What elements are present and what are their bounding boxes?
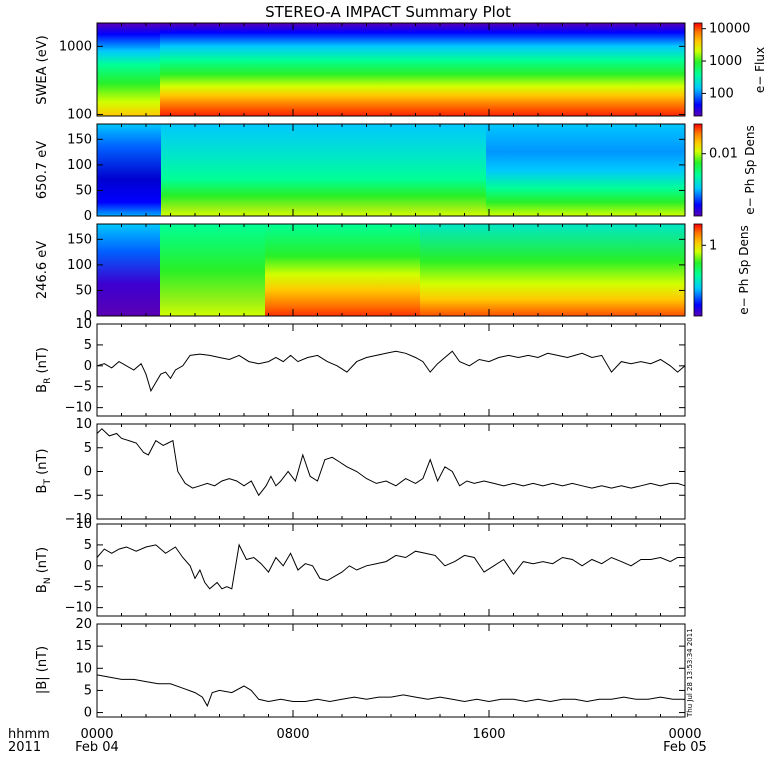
pad246-spectrogram-end bbox=[420, 224, 685, 316]
bt-ytick-label: 5 bbox=[84, 441, 92, 456]
pad246-colorbar-ticks: 1 bbox=[702, 238, 717, 253]
pad246-ytick-label: 100 bbox=[67, 258, 92, 273]
swea-colorbar-tick-label: 10000 bbox=[709, 22, 750, 37]
pad246-colorbar-label: e− Ph Sp Dens bbox=[737, 225, 751, 314]
pad650-ytick-label: 0 bbox=[84, 209, 92, 224]
bt-panel: −10 −5 0 5 10 BT (nT) bbox=[35, 417, 686, 527]
br-series-line bbox=[96, 350, 686, 393]
pad246-panel: 0 50 100 150 246.6 eV 1 e− Ph Sp Dens bbox=[35, 223, 751, 324]
pad650-y-axis: 0 50 100 150 bbox=[67, 124, 686, 224]
btot-series-line bbox=[96, 674, 685, 708]
swea-colorbar-label: e− Flux bbox=[753, 47, 767, 93]
swea-ytick-label: 1000 bbox=[59, 39, 92, 54]
bn-ytick-label: 0 bbox=[84, 559, 92, 574]
x-corner-label: hhmm bbox=[8, 727, 50, 742]
time-tick-label: 0800 bbox=[276, 727, 309, 742]
swea-colorbar-ticks: 100 1000 10000 bbox=[702, 22, 750, 101]
pad650-colorbar bbox=[693, 123, 703, 217]
pad246-ytick-label: 150 bbox=[67, 232, 92, 247]
br-panel: −10 −5 0 5 10 BR (nT) bbox=[35, 317, 686, 417]
pad650-colorbar-tick-label: 0.01 bbox=[709, 147, 738, 162]
br-ytick-label: 10 bbox=[75, 317, 92, 332]
bn-y-axis: −10 −5 0 5 10 bbox=[65, 517, 686, 616]
pad650-spectrogram-early bbox=[97, 124, 161, 216]
swea-panel: 100 1000 SWEA (eV) 100 1000 10000 e− Flux bbox=[35, 22, 767, 123]
pad650-ytick-label: 50 bbox=[75, 183, 92, 198]
pad246-colorbar-tick-label: 1 bbox=[709, 238, 717, 253]
bt-series-line bbox=[96, 428, 686, 497]
swea-spectrogram-pre bbox=[97, 23, 160, 116]
pad650-colorbar-ticks: 0.01 bbox=[702, 147, 738, 162]
pad246-y-axis: 0 50 100 150 bbox=[67, 224, 686, 324]
swea-colorbar-tick-label: 100 bbox=[709, 86, 734, 101]
time-tick-label: 1600 bbox=[472, 727, 505, 742]
pad650-ylabel: 650.7 eV bbox=[35, 141, 50, 199]
btot-y-axis: 0 5 10 15 20 bbox=[75, 617, 686, 721]
bn-series-line bbox=[96, 543, 685, 590]
bn-ylabel: BN (nT) bbox=[35, 547, 53, 593]
swea-spectrogram-post bbox=[160, 23, 685, 116]
bt-ytick-label: 0 bbox=[84, 465, 92, 480]
pad650-ytick-label: 150 bbox=[67, 132, 92, 147]
time-tick-label: 0000 bbox=[80, 727, 113, 742]
pad650-ytick-label: 100 bbox=[67, 158, 92, 173]
pad650-spectrogram-mid bbox=[161, 124, 486, 216]
bt-ytick-label: 10 bbox=[75, 417, 92, 432]
br-y-axis: −10 −5 0 5 10 bbox=[65, 317, 686, 416]
swea-ytick-label: 100 bbox=[67, 107, 92, 122]
pad246-spectrogram-mid bbox=[160, 224, 265, 316]
pad246-spectrogram-early bbox=[97, 224, 160, 316]
btot-ytick-label: 20 bbox=[75, 617, 92, 632]
br-frame bbox=[96, 323, 686, 417]
bt-ytick-label: −5 bbox=[73, 488, 92, 503]
pad650-colorbar-label: e− Ph Sp Dens bbox=[743, 125, 757, 214]
bt-ytick-label: −10 bbox=[65, 512, 92, 527]
br-ytick-label: −5 bbox=[73, 380, 92, 395]
br-ytick-label: 0 bbox=[84, 359, 92, 374]
pad246-ytick-label: 50 bbox=[75, 283, 92, 298]
swea-colorbar bbox=[693, 22, 703, 117]
btot-ytick-label: 15 bbox=[75, 639, 92, 654]
bn-ytick-label: 5 bbox=[84, 538, 92, 553]
btot-ylabel: |B| (nT) bbox=[35, 646, 50, 694]
bt-y-axis: −10 −5 0 5 10 bbox=[65, 417, 686, 527]
bn-ytick-label: 10 bbox=[75, 517, 92, 532]
pad246-ylabel: 246.6 eV bbox=[35, 241, 50, 299]
btot-ytick-label: 5 bbox=[84, 683, 92, 698]
pad246-spectrogram-late bbox=[265, 224, 420, 316]
date-tick-label: Feb 05 bbox=[663, 740, 707, 755]
swea-ylabel: SWEA (eV) bbox=[35, 35, 50, 104]
btot-frame bbox=[96, 623, 686, 718]
x-corner-year: 2011 bbox=[8, 740, 41, 755]
time-tick-label: 0000 bbox=[668, 727, 701, 742]
br-ylabel: BR (nT) bbox=[35, 347, 53, 393]
bn-panel: −10 −5 0 5 10 BN (nT) bbox=[35, 517, 686, 617]
btot-ytick-label: 0 bbox=[84, 706, 92, 721]
bn-frame bbox=[96, 523, 686, 617]
btot-ytick-label: 10 bbox=[75, 661, 92, 676]
pad650-panel: 0 50 100 150 650.7 eV 0.01 e− Ph Sp Dens bbox=[35, 123, 757, 224]
pad246-ytick-label: 0 bbox=[84, 309, 92, 324]
bt-ylabel: BT (nT) bbox=[35, 449, 53, 494]
date-tick-label: Feb 04 bbox=[75, 740, 119, 755]
bn-ytick-label: −5 bbox=[73, 580, 92, 595]
br-ytick-label: −10 bbox=[65, 401, 92, 416]
br-ytick-label: 5 bbox=[84, 338, 92, 353]
pad650-spectrogram-late bbox=[486, 124, 685, 216]
btot-panel: 0 5 10 15 20 |B| (nT) Thu Jul 28 13:53:34 20… bbox=[35, 617, 694, 721]
swea-colorbar-tick-label: 1000 bbox=[709, 54, 742, 69]
plot-title: STEREO-A IMPACT Summary Plot bbox=[265, 3, 511, 21]
pad246-colorbar bbox=[693, 223, 703, 317]
swea-y-axis: 100 1000 bbox=[59, 23, 686, 122]
bt-frame bbox=[96, 423, 686, 520]
timestamp: Thu Jul 28 13:53:34 2011 bbox=[686, 628, 694, 718]
bn-ytick-label: −10 bbox=[65, 601, 92, 616]
